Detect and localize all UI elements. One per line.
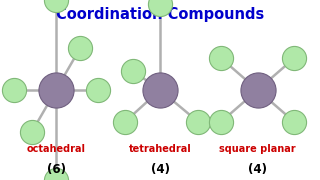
- Point: [122, 121, 127, 123]
- Point: [12, 89, 17, 91]
- Text: (6): (6): [46, 163, 66, 176]
- Text: square planar: square planar: [219, 143, 296, 154]
- Point: [292, 57, 297, 59]
- Point: [77, 47, 83, 50]
- Point: [292, 121, 297, 123]
- Point: [218, 57, 223, 59]
- Point: [218, 121, 223, 123]
- Text: (4): (4): [248, 163, 267, 176]
- Text: (4): (4): [150, 163, 170, 176]
- Point: [95, 89, 100, 91]
- Point: [53, 0, 59, 2]
- Text: octahedral: octahedral: [27, 143, 85, 154]
- Point: [196, 121, 201, 123]
- Point: [157, 89, 163, 91]
- Point: [255, 89, 260, 91]
- Point: [130, 69, 135, 72]
- Text: Coordination Compounds: Coordination Compounds: [56, 7, 264, 22]
- Point: [29, 130, 35, 133]
- Text: tetrahedral: tetrahedral: [129, 143, 191, 154]
- Point: [157, 2, 163, 5]
- Point: [53, 89, 59, 91]
- Point: [53, 178, 59, 180]
